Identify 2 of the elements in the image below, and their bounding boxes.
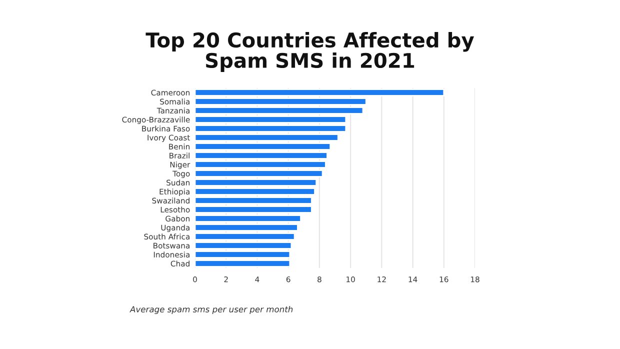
- text: Average spam sms per user per month: [130, 306, 293, 314]
- chart-title: Top 20 Countries Affected by Spam SMS in 2021: [146, 32, 474, 72]
